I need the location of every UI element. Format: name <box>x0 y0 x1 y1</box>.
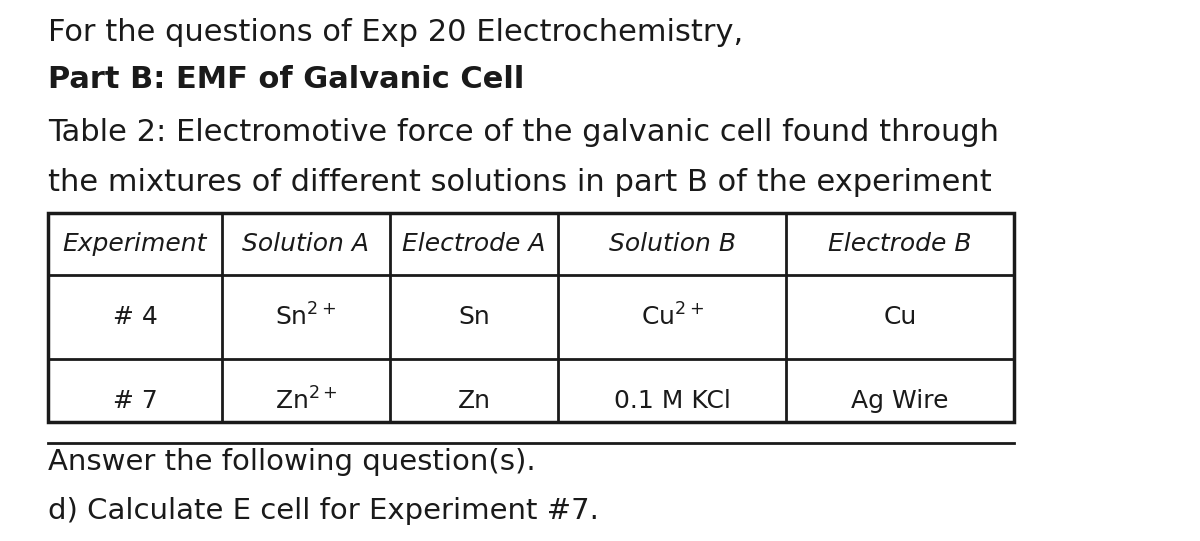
Text: Electrode B: Electrode B <box>828 232 972 256</box>
Text: d) Calculate E cell for Experiment #7.: d) Calculate E cell for Experiment #7. <box>48 497 599 525</box>
Text: Solution A: Solution A <box>242 232 370 256</box>
Text: $\mathregular{Cu^{2+}}$: $\mathregular{Cu^{2+}}$ <box>641 304 703 331</box>
Text: Table 2: Electromotive force of the galvanic cell found through: Table 2: Electromotive force of the galv… <box>48 118 998 147</box>
Text: the mixtures of different solutions in part B of the experiment: the mixtures of different solutions in p… <box>48 168 991 197</box>
Text: Part B: EMF of Galvanic Cell: Part B: EMF of Galvanic Cell <box>48 65 524 94</box>
Text: Experiment: Experiment <box>62 232 208 256</box>
Text: Zn: Zn <box>457 389 491 413</box>
Text: $\mathregular{Sn^{2+}}$: $\mathregular{Sn^{2+}}$ <box>275 304 337 331</box>
Text: Cu: Cu <box>883 305 917 329</box>
Text: Electrode A: Electrode A <box>402 232 546 256</box>
Text: For the questions of Exp 20 Electrochemistry,: For the questions of Exp 20 Electrochemi… <box>48 18 743 47</box>
Text: Ag Wire: Ag Wire <box>851 389 949 413</box>
Text: Solution B: Solution B <box>608 232 736 256</box>
Text: Answer the following question(s).: Answer the following question(s). <box>48 448 535 476</box>
Text: # 4: # 4 <box>113 305 157 329</box>
Text: # 7: # 7 <box>113 389 157 413</box>
Text: $\mathregular{Zn^{2+}}$: $\mathregular{Zn^{2+}}$ <box>275 387 337 414</box>
Text: Sn: Sn <box>458 305 490 329</box>
Text: 0.1 M KCl: 0.1 M KCl <box>613 389 731 413</box>
